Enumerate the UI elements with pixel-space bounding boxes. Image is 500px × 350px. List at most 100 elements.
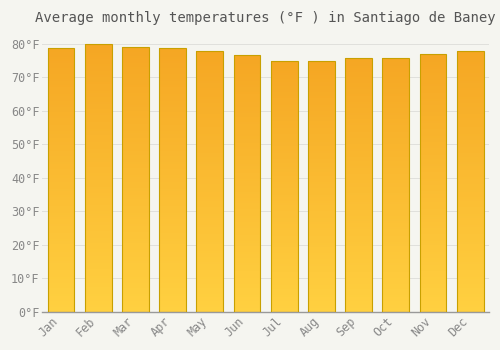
Bar (420, 262, 446, 265)
Bar (346, 206, 372, 208)
Bar (420, 245, 446, 247)
Bar (159, 239, 186, 241)
Bar (382, 66, 409, 68)
Bar (85, 104, 112, 106)
Bar (271, 119, 297, 121)
Bar (271, 63, 297, 65)
Bar (382, 238, 409, 240)
Bar (234, 164, 260, 166)
Bar (457, 101, 483, 103)
Bar (346, 301, 372, 303)
Bar (382, 178, 409, 181)
Bar (420, 62, 446, 65)
Bar (48, 239, 74, 241)
Bar (234, 177, 260, 179)
Bar (457, 160, 483, 162)
Bar (48, 288, 74, 290)
Bar (196, 236, 223, 238)
Bar (196, 309, 223, 312)
Bar (122, 104, 149, 107)
Bar (48, 70, 74, 72)
Bar (420, 187, 446, 189)
Bar (122, 259, 149, 261)
Bar (196, 173, 223, 175)
Bar (85, 289, 112, 292)
Bar (308, 96, 335, 98)
Bar (271, 71, 297, 73)
Bar (382, 75, 409, 77)
Bar (308, 291, 335, 293)
Bar (85, 222, 112, 225)
Bar (308, 82, 335, 84)
Bar (420, 303, 446, 305)
Bar (308, 169, 335, 172)
Bar (308, 130, 335, 132)
Bar (271, 100, 297, 103)
Bar (420, 297, 446, 299)
Bar (159, 217, 186, 219)
Bar (85, 175, 112, 178)
Bar (196, 107, 223, 110)
Bar (308, 224, 335, 226)
Bar (308, 103, 335, 105)
Bar (159, 202, 186, 204)
Bar (234, 252, 260, 254)
Bar (457, 97, 483, 99)
Bar (85, 149, 112, 151)
Bar (85, 46, 112, 48)
Bar (159, 266, 186, 268)
Bar (196, 303, 223, 305)
Bar (48, 136, 74, 138)
Bar (122, 142, 149, 144)
Bar (271, 245, 297, 247)
Bar (346, 263, 372, 265)
Bar (271, 218, 297, 220)
Bar (420, 133, 446, 135)
Bar (85, 229, 112, 231)
Bar (382, 299, 409, 301)
Bar (457, 92, 483, 94)
Bar (234, 260, 260, 262)
Bar (382, 225, 409, 227)
Bar (271, 90, 297, 92)
Bar (457, 246, 483, 249)
Bar (382, 236, 409, 238)
Bar (382, 121, 409, 123)
Bar (420, 215, 446, 217)
Bar (271, 61, 297, 63)
Bar (420, 150, 446, 153)
Bar (85, 294, 112, 296)
Bar (346, 98, 372, 100)
Bar (271, 174, 297, 176)
Bar (159, 299, 186, 301)
Bar (346, 157, 372, 159)
Bar (420, 161, 446, 163)
Bar (308, 251, 335, 253)
Bar (48, 118, 74, 120)
Bar (85, 287, 112, 289)
Bar (159, 61, 186, 63)
Bar (457, 66, 483, 68)
Bar (457, 207, 483, 210)
Bar (346, 257, 372, 259)
Bar (122, 113, 149, 116)
Bar (85, 305, 112, 307)
Bar (159, 153, 186, 156)
Bar (85, 298, 112, 301)
Bar (159, 294, 186, 296)
Bar (457, 79, 483, 81)
Bar (234, 154, 260, 156)
Bar (48, 285, 74, 288)
Bar (308, 247, 335, 249)
Bar (308, 199, 335, 201)
Bar (346, 286, 372, 288)
Bar (346, 220, 372, 223)
Bar (48, 79, 74, 81)
Bar (122, 47, 149, 312)
Bar (122, 135, 149, 138)
Bar (234, 134, 260, 136)
Bar (234, 175, 260, 177)
Bar (234, 141, 260, 143)
Bar (48, 125, 74, 127)
Bar (85, 227, 112, 229)
